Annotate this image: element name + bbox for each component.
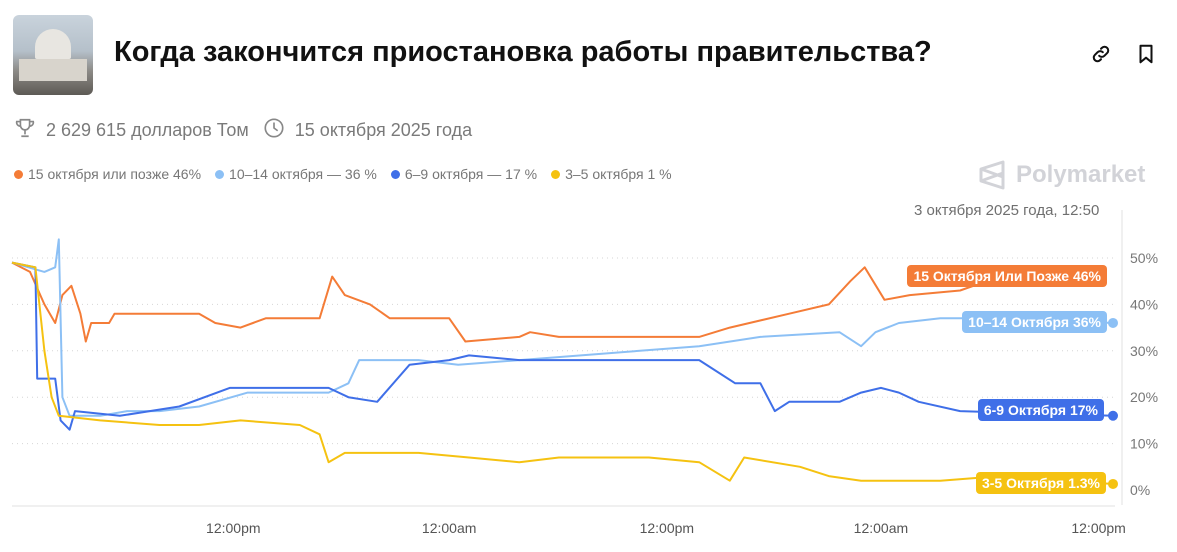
y-tick-label: 10%: [1130, 436, 1158, 452]
legend-item: 15 октября или позже 46%: [14, 166, 201, 182]
link-icon[interactable]: [1089, 42, 1113, 66]
series-end-dot: [1108, 410, 1118, 421]
series-end-label: 15 Октября Или Позже 46%: [907, 264, 1107, 287]
series-line: [11, 261, 1114, 485]
series-line: [11, 238, 1114, 417]
y-tick-label: 50%: [1130, 250, 1158, 266]
y-tick-label: 0%: [1130, 482, 1150, 498]
page-title: Когда закончится приостановка работы пра…: [114, 36, 932, 68]
trophy-icon: [14, 117, 36, 144]
x-tick-label: 12:00pm: [640, 520, 694, 536]
clock-icon: [263, 117, 285, 144]
y-tick-label: 20%: [1130, 389, 1158, 405]
legend-item: 6–9 октября — 17 %: [390, 166, 538, 182]
x-tick-label: 12:00am: [422, 520, 476, 536]
brand-name: Polymarket: [1016, 161, 1146, 188]
legend-item: 3–5 октября 1 %: [551, 166, 672, 182]
legend-label: 3–5 октября 1 %: [565, 166, 672, 182]
series-line: [11, 261, 1114, 431]
volume-text: 2 629 615 долларов Том: [46, 120, 249, 140]
series-end-dot: [1108, 478, 1118, 489]
legend-label: 15 октября или позже 46%: [28, 166, 202, 182]
x-tick-label: 12:00pm: [206, 520, 260, 536]
y-tick-label: 30%: [1130, 343, 1158, 359]
series-end-dot: [1108, 317, 1118, 328]
polymarket-logo: Polymarket: [978, 160, 1145, 190]
series-end-label: 6-9 Октября 17%: [977, 399, 1104, 422]
end-date-text: 15 октября 2025 года: [294, 120, 473, 140]
x-tick-label: 12:00pm: [1071, 520, 1125, 536]
legend-item: 10–14 октября — 36 %: [215, 166, 377, 182]
legend-label: 6–9 октября — 17 %: [404, 166, 538, 182]
x-tick-label: 12:00am: [854, 520, 908, 536]
y-tick-label: 40%: [1130, 296, 1158, 312]
series-end-label: 3-5 Октября 1.3%: [975, 471, 1106, 494]
series-line: [11, 261, 1001, 343]
bookmark-icon[interactable]: [1134, 42, 1158, 66]
market-image: [13, 15, 93, 95]
chart-legend: 15 октября или позже 46% 10–14 октября —…: [14, 166, 672, 182]
series-end-label: 10–14 Октября 36%: [962, 310, 1107, 333]
legend-label: 10–14 октября — 36 %: [229, 166, 377, 182]
hover-timestamp: 3 октября 2025 года, 12:50: [914, 202, 1100, 219]
